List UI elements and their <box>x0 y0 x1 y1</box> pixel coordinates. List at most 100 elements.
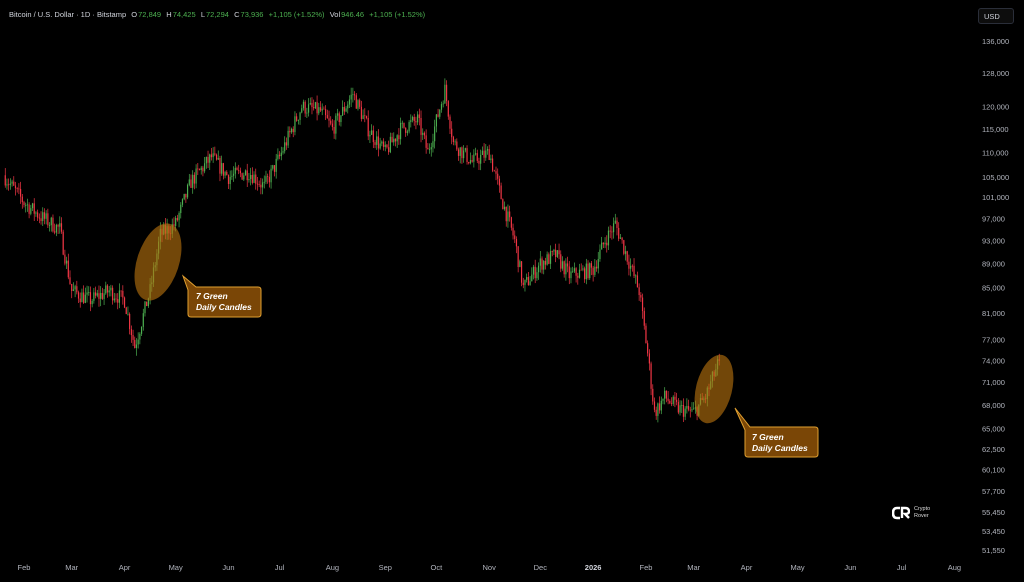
candle-body <box>6 184 8 186</box>
candle <box>401 120 403 129</box>
candle <box>140 326 143 336</box>
candle-body <box>110 287 112 291</box>
candle <box>410 114 412 128</box>
candle <box>480 149 482 171</box>
candle <box>270 165 272 189</box>
candle-body <box>498 178 501 186</box>
candle <box>526 273 528 283</box>
candle-body <box>297 119 299 121</box>
candle <box>307 98 310 117</box>
candle <box>294 111 296 136</box>
candle <box>210 147 213 161</box>
y-tick-label: 105,000 <box>982 173 1009 182</box>
candle-body <box>415 121 417 123</box>
candle-body <box>604 242 606 245</box>
candle-body <box>364 115 366 117</box>
candle <box>411 115 414 123</box>
candle-body <box>316 102 318 114</box>
candle-body <box>226 171 228 176</box>
candle <box>238 164 240 175</box>
candle <box>146 301 148 307</box>
candle <box>287 126 289 148</box>
candle-body <box>606 242 608 246</box>
candle <box>343 102 345 115</box>
candle <box>432 133 434 153</box>
candle-body <box>546 254 548 265</box>
candle-body <box>580 269 582 271</box>
candle <box>640 292 642 302</box>
y-tick-label: 89,000 <box>982 260 1005 269</box>
candle <box>292 126 294 138</box>
candle-body <box>175 217 177 226</box>
candle-body <box>558 250 560 255</box>
candle <box>425 129 427 154</box>
candle-body <box>444 84 446 104</box>
candle <box>267 173 269 184</box>
candle <box>638 283 640 301</box>
candle-body <box>103 293 105 299</box>
candle <box>335 113 337 140</box>
candle <box>561 256 564 271</box>
x-tick-label: Oct <box>431 563 444 572</box>
candle <box>587 260 589 280</box>
currency-button[interactable]: USD <box>978 8 1014 24</box>
candle <box>648 349 650 371</box>
candle <box>573 262 575 274</box>
candle-body <box>319 107 322 111</box>
candle-body <box>423 132 426 136</box>
candle-body <box>454 141 456 143</box>
candle-body <box>313 107 315 109</box>
candle-body <box>301 108 303 113</box>
candle <box>619 234 621 239</box>
candle <box>345 106 347 113</box>
candle <box>130 325 132 343</box>
x-tick-label: Jul <box>275 563 285 572</box>
candle-body <box>473 154 475 162</box>
candle-body <box>532 266 535 275</box>
candle-body <box>304 101 306 114</box>
candle <box>183 193 185 201</box>
candle-body <box>492 158 494 171</box>
candle <box>522 277 524 289</box>
candle <box>84 287 86 304</box>
candle <box>541 256 543 274</box>
candle <box>584 266 586 283</box>
candle-body <box>323 108 325 110</box>
candle-body <box>360 106 362 120</box>
candle <box>631 264 633 272</box>
candle <box>14 181 17 196</box>
candle <box>313 99 315 111</box>
candle <box>389 132 391 154</box>
candle-body <box>210 154 213 158</box>
candle <box>645 323 647 344</box>
candle <box>597 251 599 274</box>
y-tick-label: 57,700 <box>982 487 1005 496</box>
candle-body <box>544 260 547 265</box>
candle <box>106 284 109 298</box>
candle-body <box>435 114 437 127</box>
candle-body <box>100 292 102 299</box>
candle-body <box>307 104 310 113</box>
candle-body <box>555 249 557 257</box>
candle-body <box>37 212 39 218</box>
candle-body <box>563 261 565 275</box>
candle-body <box>481 150 483 155</box>
y-tick-label: 85,000 <box>982 284 1005 293</box>
candle <box>93 288 95 304</box>
candle <box>236 166 238 171</box>
candle-body <box>325 109 327 116</box>
candle-body <box>57 224 59 227</box>
candle <box>524 279 526 292</box>
candle-body <box>342 106 344 116</box>
candle-body <box>643 311 645 326</box>
candle <box>367 110 369 141</box>
y-tick-label: 136,000 <box>982 37 1009 46</box>
candle <box>239 167 242 178</box>
candle-body <box>330 120 332 124</box>
candle-body <box>66 260 68 264</box>
candle-body <box>251 175 253 183</box>
candle-body <box>500 185 502 200</box>
candle <box>595 260 598 272</box>
candle <box>687 399 690 412</box>
